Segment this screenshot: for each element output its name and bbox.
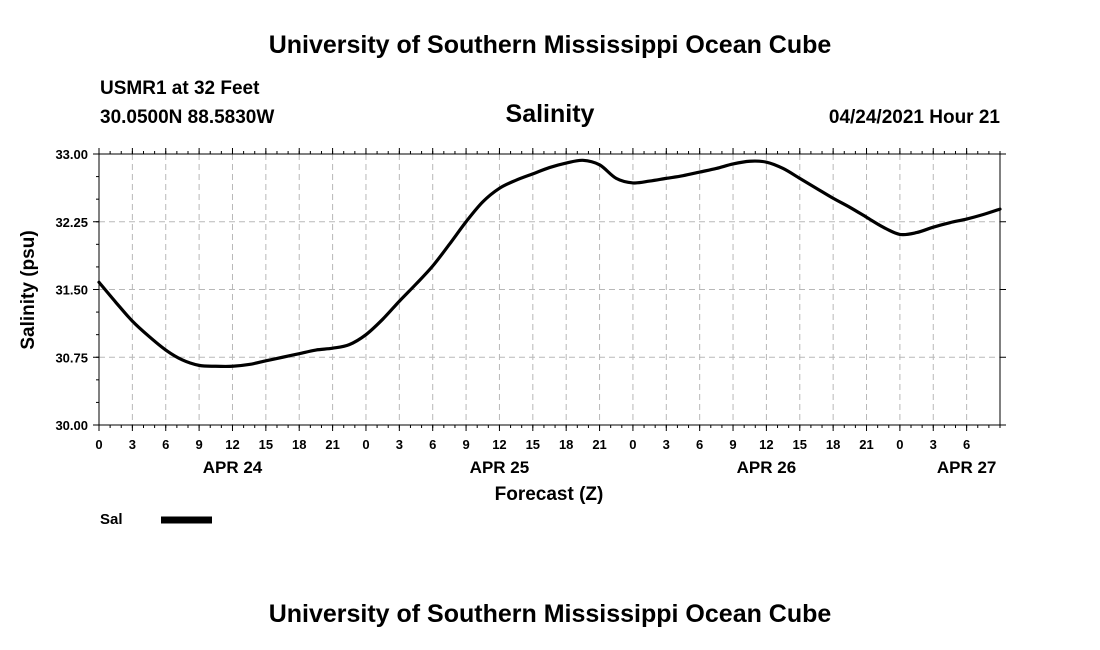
x-tick-label: 21	[325, 437, 339, 452]
y-tick-label: 33.00	[55, 147, 88, 162]
x-tick-label: 9	[462, 437, 469, 452]
page-title: University of Southern Mississippi Ocean…	[268, 31, 832, 59]
y-tick-label: 32.25	[55, 215, 88, 230]
chart-title: Salinity	[505, 100, 595, 128]
x-tick-label: 3	[663, 437, 670, 452]
y-tick-label: 30.75	[55, 350, 88, 365]
station-coordinates: 30.0500N 88.5830W	[100, 107, 275, 128]
x-date-label: APR 26	[737, 458, 797, 477]
x-date-label: APR 24	[203, 458, 263, 477]
axis-ticks	[93, 148, 1006, 431]
x-tick-label: 6	[162, 437, 169, 452]
legend: Sal	[100, 511, 212, 528]
x-tick-label: 9	[729, 437, 736, 452]
x-axis-label: Forecast (Z)	[495, 484, 604, 505]
x-tick-label: 18	[292, 437, 306, 452]
x-tick-label: 6	[963, 437, 970, 452]
footer-title: University of Southern Mississippi Ocean…	[268, 600, 832, 628]
forecast-datetime: 04/24/2021 Hour 21	[828, 107, 1000, 128]
x-tick-label: 21	[592, 437, 606, 452]
x-tick-label: 15	[793, 437, 807, 452]
x-tick-labels: 0 3 6 9 12 15 18 21 0 3 6 9 12 15 18 21 0 3 6 9 12 15 18 21 0 3 6	[95, 437, 970, 452]
x-tick-label: 0	[896, 437, 903, 452]
x-date-labels: APR 24 APR 25 APR 26 APR 27	[203, 458, 997, 477]
x-tick-label: 0	[95, 437, 102, 452]
x-tick-label: 3	[930, 437, 937, 452]
series-line-sal	[97, 158, 1002, 369]
x-tick-label: 0	[629, 437, 636, 452]
x-tick-label: 3	[129, 437, 136, 452]
legend-label: Sal	[100, 511, 123, 528]
x-tick-label: 6	[696, 437, 703, 452]
x-tick-label: 18	[559, 437, 573, 452]
grid-lines	[99, 154, 1000, 425]
x-tick-label: 0	[362, 437, 369, 452]
station-label: USMR1 at 32 Feet	[100, 78, 260, 99]
x-tick-label: 12	[759, 437, 773, 452]
x-tick-label: 15	[526, 437, 540, 452]
x-tick-label: 12	[225, 437, 239, 452]
x-tick-label: 21	[859, 437, 873, 452]
y-axis-label: Salinity (psu)	[18, 230, 39, 349]
y-tick-label: 31.50	[55, 283, 88, 298]
series-group	[97, 158, 1002, 369]
x-tick-label: 18	[826, 437, 840, 452]
x-tick-label: 3	[396, 437, 403, 452]
x-tick-label: 12	[492, 437, 506, 452]
x-date-label: APR 27	[937, 458, 997, 477]
y-tick-label: 30.00	[55, 418, 88, 433]
x-date-label: APR 25	[470, 458, 530, 477]
x-tick-label: 6	[429, 437, 436, 452]
y-tick-labels: 30.00 30.75 31.50 32.25 33.00	[55, 147, 88, 433]
x-tick-label: 9	[195, 437, 202, 452]
x-tick-label: 15	[259, 437, 273, 452]
